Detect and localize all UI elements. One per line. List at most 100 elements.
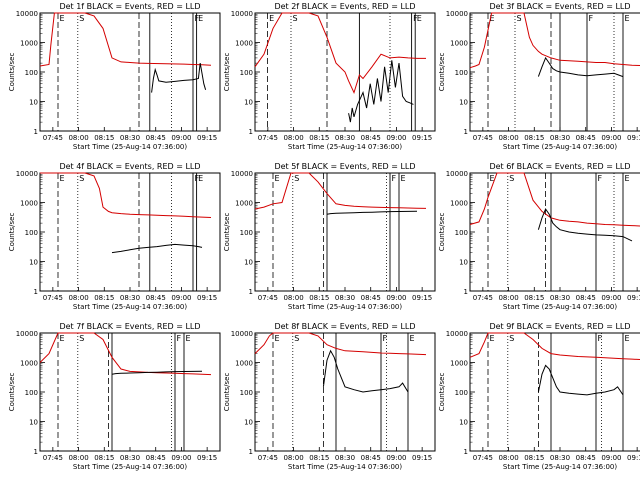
y-tick-label: 100 xyxy=(240,389,253,397)
plot-frame xyxy=(254,172,436,292)
chart-title: Det 6f BLACK = Events, RED = LLD xyxy=(489,162,630,171)
x-axis-label: Start Time (25-Aug-14 07:36:00) xyxy=(73,143,187,151)
events-series-line xyxy=(537,364,624,396)
y-tick-label: 1000 xyxy=(450,360,468,368)
x-tick-label: 07:45 xyxy=(473,134,493,142)
y-tick-label: 100 xyxy=(240,229,253,237)
chart-panel-5: Det 5f BLACK = Events, RED = LLD 1 10 100 10… xyxy=(223,162,436,311)
y-tick-label: 10 xyxy=(459,259,468,267)
chart-title: Det 1f BLACK = Events, RED = LLD xyxy=(59,2,200,11)
y-tick-label: 10 xyxy=(459,419,468,427)
x-axis-label: Start Time (25-Aug-14 07:36:00) xyxy=(503,303,617,311)
x-axis-label: Start Time (25-Aug-14 07:36:00) xyxy=(288,143,402,151)
y-axis-label: Counts/sec xyxy=(8,213,16,252)
x-tick-label: 09:00 xyxy=(171,134,191,142)
y-tick-label: 1000 xyxy=(20,360,38,368)
y-tick-label: 1 xyxy=(34,448,38,456)
event-marker-label: F xyxy=(392,174,397,183)
x-tick-label: 09:15 xyxy=(627,454,640,462)
chart-title: Det 2f BLACK = Events, RED = LLD xyxy=(274,2,415,11)
y-tick-label: 1 xyxy=(249,448,253,456)
y-tick-label: 100 xyxy=(25,389,38,397)
event-marker-label: F xyxy=(589,14,594,23)
x-tick-label: 09:00 xyxy=(386,454,406,462)
x-tick-label: 08:45 xyxy=(361,134,381,142)
event-marker-label: S xyxy=(293,14,298,23)
y-axis-label: Counts/sec xyxy=(8,53,16,92)
events-series-line xyxy=(151,63,207,93)
y-tick-label: 1000 xyxy=(20,200,38,208)
plot-frame xyxy=(39,332,221,452)
event-marker-label: E xyxy=(198,174,203,183)
y-tick-label: 1 xyxy=(464,128,468,136)
x-tick-label: 08:00 xyxy=(68,454,88,462)
y-tick-label: 10000 xyxy=(231,330,253,338)
lld-series-line xyxy=(40,172,212,218)
lld-series-line xyxy=(469,172,640,227)
x-tick-label: 07:45 xyxy=(43,454,63,462)
lld-series-line xyxy=(39,332,212,376)
y-tick-label: 1 xyxy=(464,448,468,456)
event-marker-label: E xyxy=(625,174,630,183)
x-tick-label: 09:15 xyxy=(197,134,217,142)
y-tick-label: 1 xyxy=(249,128,253,136)
event-marker-label: E xyxy=(198,14,203,23)
y-tick-label: 100 xyxy=(240,69,253,77)
x-axis-label: Start Time (25-Aug-14 07:36:00) xyxy=(503,463,617,471)
y-axis-label: Counts/sec xyxy=(438,53,446,92)
event-marker-label: S xyxy=(79,14,84,23)
event-marker-label: E xyxy=(275,334,280,343)
chart-panel-1: Det 1f BLACK = Events, RED = LLD 1 10 100 10… xyxy=(8,2,221,151)
event-marker-label: F xyxy=(195,14,200,23)
x-tick-label: 09:00 xyxy=(386,294,406,302)
y-tick-label: 1000 xyxy=(450,200,468,208)
event-marker-label: E xyxy=(625,334,630,343)
x-tick-label: 09:15 xyxy=(627,134,640,142)
x-tick-label: 08:00 xyxy=(283,134,303,142)
event-marker-label: E xyxy=(417,14,422,23)
x-axis-label: Start Time (25-Aug-14 07:36:00) xyxy=(288,303,402,311)
events-series-line xyxy=(348,60,414,123)
x-tick-label: 08:30 xyxy=(550,294,570,302)
x-tick-label: 07:45 xyxy=(258,294,278,302)
x-tick-label: 09:15 xyxy=(627,294,640,302)
event-marker-label: S xyxy=(79,174,84,183)
y-tick-label: 1000 xyxy=(20,40,38,48)
event-marker-label: E xyxy=(401,174,406,183)
x-tick-label: 08:00 xyxy=(283,454,303,462)
x-tick-label: 08:45 xyxy=(576,454,596,462)
x-tick-label: 09:15 xyxy=(197,454,217,462)
events-series-line xyxy=(326,210,418,215)
event-marker-label: S xyxy=(294,174,299,183)
y-tick-label: 10000 xyxy=(446,170,468,178)
x-tick-label: 07:45 xyxy=(43,294,63,302)
event-marker-label: E xyxy=(410,334,415,343)
y-tick-label: 100 xyxy=(25,69,38,77)
x-tick-label: 08:15 xyxy=(309,134,329,142)
event-marker-label: E xyxy=(269,14,274,23)
y-tick-label: 100 xyxy=(455,389,468,397)
x-tick-label: 08:00 xyxy=(498,294,518,302)
chart-title: Det 5f BLACK = Events, RED = LLD xyxy=(274,162,415,171)
y-axis-label: Counts/sec xyxy=(438,213,446,252)
event-marker-label: F xyxy=(177,334,182,343)
event-marker-label: F xyxy=(598,174,603,183)
x-tick-label: 07:45 xyxy=(258,134,278,142)
event-marker-label: E xyxy=(490,174,495,183)
y-tick-label: 10 xyxy=(29,259,38,267)
x-tick-label: 09:15 xyxy=(412,454,432,462)
y-tick-label: 10000 xyxy=(16,170,38,178)
x-tick-label: 09:15 xyxy=(197,294,217,302)
x-tick-label: 08:15 xyxy=(94,454,114,462)
x-tick-label: 08:15 xyxy=(309,454,329,462)
x-tick-label: 08:45 xyxy=(146,134,166,142)
y-tick-label: 10 xyxy=(459,99,468,107)
y-axis-label: Counts/sec xyxy=(8,373,16,412)
event-marker-label: E xyxy=(60,174,65,183)
events-series-line xyxy=(322,349,409,393)
x-tick-label: 08:45 xyxy=(146,294,166,302)
x-tick-label: 07:45 xyxy=(43,134,63,142)
event-marker-label: E xyxy=(60,14,65,23)
